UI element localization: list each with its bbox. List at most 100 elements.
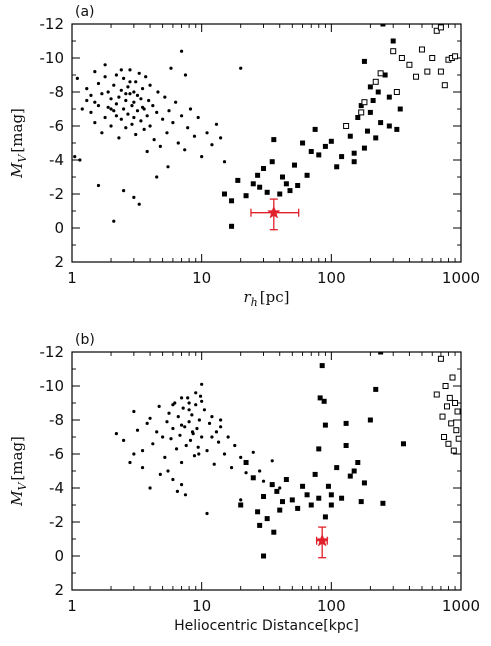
y-tick-label: 2 [54, 581, 64, 599]
data-point-dot [214, 430, 219, 434]
data-point-dot [157, 404, 161, 408]
data-point-filled-square [238, 502, 244, 508]
data-point-filled-square [322, 422, 328, 428]
data-point-open-square [454, 408, 461, 415]
data-point-filled-square [321, 398, 327, 404]
data-point-dot [96, 81, 101, 86]
data-point-filled-square [380, 24, 386, 27]
panel-label: (a) [75, 4, 95, 20]
data-point-dot [106, 90, 110, 94]
data-point-dot [251, 450, 255, 454]
data-point-dot [151, 104, 155, 108]
data-point-open-square [441, 82, 448, 89]
data-point-dot [179, 114, 184, 118]
data-point-dot [124, 126, 128, 130]
data-point-filled-square [382, 72, 388, 78]
data-point-filled-square [279, 174, 285, 180]
data-point-dot [171, 477, 175, 482]
data-point-dot [194, 403, 198, 407]
data-point-dot [200, 435, 204, 439]
data-layer [114, 352, 461, 559]
data-point-dot [119, 68, 123, 72]
data-point-dot [144, 75, 148, 79]
data-point-dot [93, 100, 97, 104]
data-point-dot [161, 117, 165, 121]
data-point-dot [78, 158, 82, 162]
data-point-filled-square [261, 166, 267, 171]
data-point-filled-square [343, 443, 349, 448]
data-point-dot [106, 105, 110, 109]
data-point-dot [198, 394, 203, 398]
data-point-filled-square [261, 494, 267, 499]
data-point-filled-square [378, 120, 384, 126]
data-point-dot [109, 97, 113, 101]
y-tick-label: -10 [40, 49, 65, 67]
data-point-filled-square [304, 172, 310, 178]
data-point-dot [128, 80, 132, 84]
data-point-filled-square [355, 460, 361, 465]
data-point-dot [89, 93, 93, 97]
data-point-filled-square [257, 522, 263, 528]
data-point-dot [195, 426, 199, 431]
y-tick-label: -12 [40, 15, 65, 33]
data-point-filled-square [361, 145, 367, 151]
data-point-dot [186, 396, 190, 400]
x-tick-label: 10 [192, 269, 211, 287]
data-point-filled-square [316, 152, 322, 158]
data-point-dot [119, 88, 123, 92]
data-point-dot [130, 104, 134, 108]
data-point-filled-square [367, 84, 373, 90]
data-point-filled-square [261, 553, 267, 559]
y-tick-label: 0 [54, 547, 64, 565]
data-point-filled-square [289, 497, 295, 503]
data-point-filled-square [264, 516, 270, 522]
data-point-dot [210, 415, 214, 419]
data-point-dot [171, 426, 175, 431]
data-point-dot [270, 459, 274, 463]
data-point-dot [210, 435, 214, 439]
data-point-dot [89, 110, 93, 114]
data-point-dot [186, 126, 190, 130]
data-point-dot [166, 165, 170, 169]
data-point-open-square [445, 440, 452, 447]
data-point-filled-square [316, 446, 322, 452]
data-point-open-square [448, 420, 455, 427]
data-point-open-square [439, 413, 446, 420]
data-point-dot [219, 425, 223, 429]
data-point-dot [158, 144, 162, 148]
y-tick-label: -6 [49, 445, 64, 463]
data-point-dot [178, 433, 182, 437]
data-point-red-star [266, 205, 281, 219]
data-point-dot [114, 73, 119, 77]
data-point-dot [155, 175, 159, 179]
data-point-filled-square [229, 198, 235, 204]
data-point-filled-square [269, 159, 275, 165]
data-point-filled-square [283, 477, 289, 482]
data-point-dot [121, 189, 126, 193]
data-point-dot [179, 49, 184, 53]
data-point-filled-square [367, 109, 373, 115]
data-point-dot [184, 443, 188, 448]
data-point-filled-square [269, 482, 275, 488]
data-point-filled-square [339, 495, 345, 501]
y-tick-label: -6 [49, 117, 64, 135]
data-point-open-square [393, 89, 400, 95]
data-point-dot [135, 428, 140, 432]
data-point-dot [132, 115, 136, 120]
data-point-filled-square [304, 492, 310, 498]
data-point-open-square [452, 53, 459, 60]
data-point-filled-square [322, 143, 328, 149]
plot-frame [71, 351, 462, 591]
y-tick-label: -4 [49, 479, 64, 497]
data-point-open-square [437, 68, 444, 75]
data-point-dot [179, 396, 184, 400]
data-point-open-square [361, 99, 368, 106]
data-point-dot [148, 83, 152, 87]
data-point-filled-square [397, 106, 403, 112]
data-point-dot [128, 68, 132, 72]
data-point-dot [140, 87, 145, 91]
data-point-filled-square [364, 128, 370, 134]
data-point-open-square [450, 447, 457, 454]
data-point-dot [197, 418, 201, 422]
data-point-dot [145, 149, 149, 154]
